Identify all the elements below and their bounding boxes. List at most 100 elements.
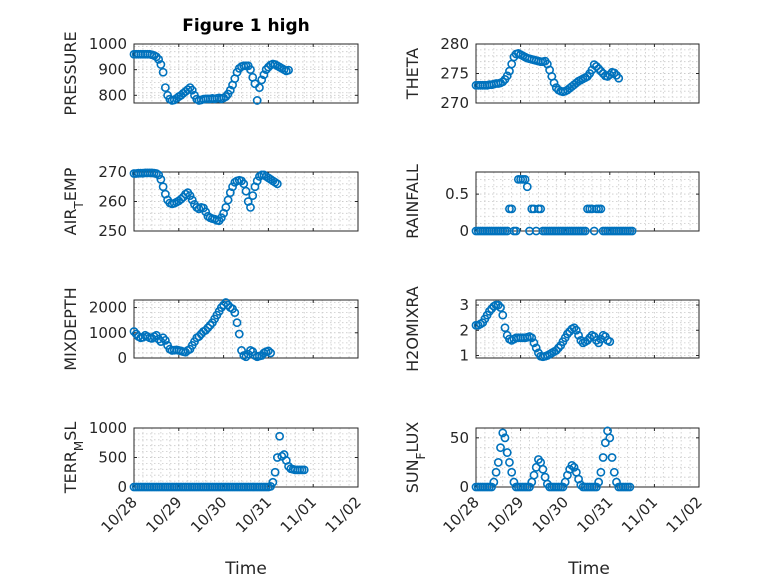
data-point bbox=[261, 65, 271, 75]
data-point bbox=[498, 310, 508, 320]
data-point bbox=[255, 83, 264, 93]
axes-box bbox=[133, 43, 359, 104]
data-point bbox=[607, 453, 617, 462]
y-tick-label: 250 bbox=[98, 222, 127, 240]
y-tick-label: 0.5 bbox=[445, 185, 469, 203]
y-tick-label: 1000 bbox=[89, 419, 127, 437]
data-point bbox=[509, 477, 519, 487]
data-point bbox=[183, 85, 193, 95]
data-point bbox=[580, 226, 590, 236]
data-point bbox=[600, 438, 610, 448]
y-axis-label: PRESSURE bbox=[61, 31, 80, 115]
data-point bbox=[522, 182, 532, 192]
data-point bbox=[625, 482, 635, 492]
data-point bbox=[567, 460, 577, 470]
data-point bbox=[505, 458, 514, 467]
data-point bbox=[609, 467, 619, 477]
data-point bbox=[201, 207, 211, 217]
data-point bbox=[205, 320, 215, 330]
data-point bbox=[596, 66, 606, 76]
data-point bbox=[487, 482, 497, 492]
data-point bbox=[554, 343, 563, 353]
data-point bbox=[284, 65, 293, 75]
axes-box bbox=[475, 427, 700, 488]
data-point bbox=[493, 300, 503, 310]
data-point bbox=[574, 330, 583, 340]
x-tick-label: 10/28 bbox=[440, 493, 483, 536]
data-point bbox=[154, 54, 164, 64]
data-point bbox=[569, 462, 579, 472]
subplot-rainfall: 0 0.5 RAINFALL bbox=[403, 164, 700, 240]
data-point bbox=[502, 71, 512, 81]
data-point bbox=[598, 453, 608, 462]
data-point bbox=[583, 335, 592, 345]
data-point bbox=[525, 482, 534, 492]
data-point bbox=[299, 465, 309, 475]
y-axis-label-part: TERR bbox=[61, 451, 80, 494]
data-point bbox=[507, 467, 517, 477]
data-point bbox=[216, 213, 226, 223]
subplot-h2omixra: 1 2 3 H2OMIXRA bbox=[403, 286, 700, 372]
data-point bbox=[201, 325, 211, 335]
x-tick-label: 11/02 bbox=[663, 493, 706, 536]
data-point bbox=[203, 323, 213, 333]
data-point bbox=[268, 477, 278, 487]
data-point bbox=[154, 170, 164, 180]
data-point bbox=[158, 333, 168, 343]
data-point bbox=[496, 443, 505, 453]
x-tick-label: 10/29 bbox=[142, 493, 185, 536]
data-point bbox=[266, 348, 276, 358]
data-point bbox=[594, 477, 604, 487]
data-point bbox=[187, 195, 197, 205]
axes-box bbox=[475, 171, 700, 232]
y-axis-label: RAINFALL bbox=[403, 164, 422, 239]
data-point bbox=[549, 78, 559, 88]
data-point bbox=[498, 428, 508, 438]
y-axis-label: THETA bbox=[403, 48, 422, 100]
subplot-terr-msl: 0 500 1000 10/28 10/29 10/30 10/31 11/01 11/02 TE… bbox=[61, 419, 365, 536]
data-point bbox=[185, 191, 195, 200]
data-point bbox=[536, 204, 546, 214]
x-tick-label: 10/31 bbox=[232, 493, 275, 536]
axes-box bbox=[475, 299, 700, 359]
data-point bbox=[234, 329, 244, 339]
y-tick-label: 3 bbox=[459, 296, 469, 314]
data-point bbox=[129, 327, 139, 336]
data-point bbox=[551, 346, 561, 355]
data-point bbox=[531, 343, 541, 353]
x-tick-label: 10/31 bbox=[573, 493, 616, 536]
data-point bbox=[151, 52, 161, 62]
data-point bbox=[558, 482, 568, 492]
y-tick-label: 270 bbox=[98, 163, 127, 181]
data-point bbox=[263, 346, 273, 356]
data-point bbox=[232, 318, 242, 328]
data-point bbox=[158, 182, 168, 192]
data-point bbox=[187, 85, 197, 95]
data-point bbox=[569, 323, 579, 333]
data-point bbox=[241, 186, 251, 196]
data-point bbox=[612, 477, 621, 487]
data-point bbox=[248, 191, 258, 200]
data-point bbox=[158, 67, 168, 77]
y-tick-label: 500 bbox=[98, 449, 127, 467]
y-tick-label: 900 bbox=[98, 61, 127, 79]
x-tick-label: 10/29 bbox=[484, 493, 527, 536]
y-tick-label: 0 bbox=[459, 478, 469, 496]
subplot-pressure: 800 900 1000 PRESSURE bbox=[61, 31, 359, 116]
y-axis-label: TERRMSL bbox=[61, 422, 86, 495]
x-tick-label: 11/01 bbox=[277, 493, 320, 536]
x-axis-label-left: Time bbox=[224, 559, 267, 579]
data-point bbox=[241, 352, 251, 362]
data-point bbox=[563, 329, 572, 339]
data-point bbox=[500, 433, 510, 443]
y-axis-label-subscript: F bbox=[414, 452, 428, 459]
data-point bbox=[507, 204, 517, 214]
y-tick-label: 0 bbox=[459, 222, 469, 240]
y-tick-label: 2000 bbox=[89, 299, 127, 317]
data-point bbox=[246, 65, 255, 75]
data-point bbox=[592, 62, 601, 71]
data-point bbox=[527, 333, 537, 343]
data-point bbox=[252, 176, 262, 186]
